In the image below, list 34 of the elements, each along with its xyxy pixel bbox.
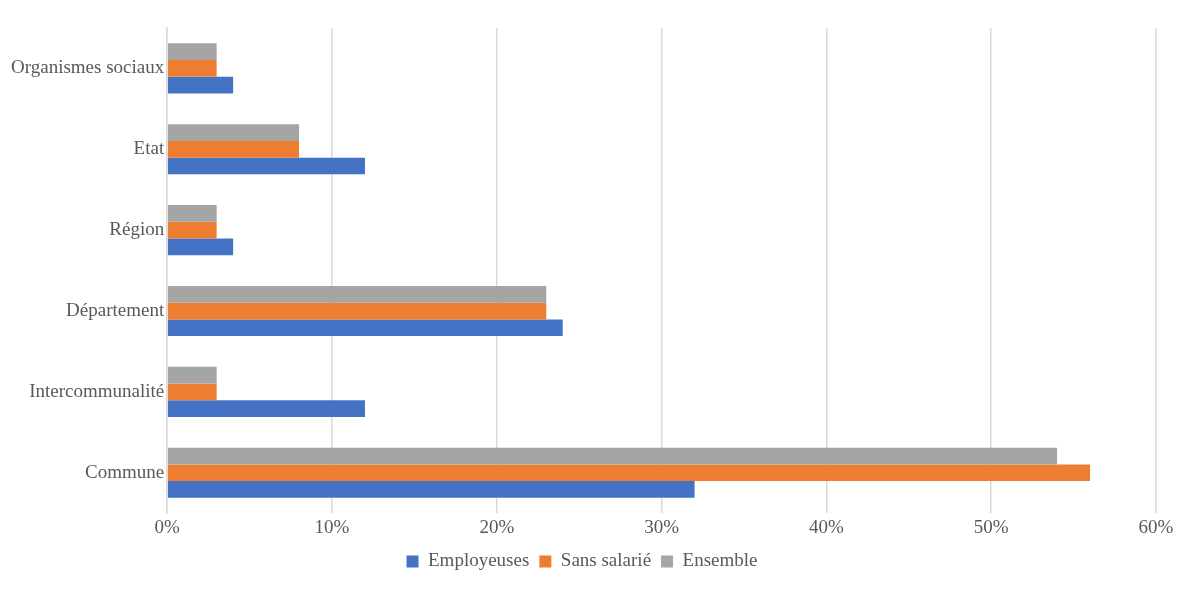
bar bbox=[167, 383, 217, 401]
bar bbox=[167, 76, 234, 94]
y-tick-label: Etat bbox=[133, 137, 165, 159]
y-tick-label: Département bbox=[66, 299, 165, 321]
x-tick-label: 10% bbox=[314, 515, 350, 537]
bar bbox=[167, 400, 365, 417]
y-tick-label: Région bbox=[109, 218, 165, 240]
bar bbox=[167, 60, 217, 77]
x-tick-label: 60% bbox=[1138, 515, 1174, 537]
bar bbox=[167, 464, 1091, 482]
x-tick-label: 30% bbox=[644, 515, 680, 537]
y-tick-label: Organismes sociaux bbox=[10, 56, 165, 78]
bar bbox=[167, 481, 695, 498]
bar bbox=[167, 221, 217, 239]
bar bbox=[167, 238, 234, 256]
x-tick-label: 40% bbox=[808, 515, 844, 537]
y-tick-label: Intercommunalité bbox=[29, 379, 165, 401]
bar bbox=[167, 285, 547, 303]
bar bbox=[167, 447, 1058, 465]
legend-label: Sans salarié bbox=[560, 549, 652, 571]
bar bbox=[167, 205, 217, 222]
y-tick-label: Commune bbox=[85, 460, 165, 482]
bar bbox=[167, 366, 217, 384]
legend-label: Employeuses bbox=[428, 549, 530, 571]
bar bbox=[167, 319, 563, 337]
legend-label: Ensemble bbox=[682, 549, 758, 571]
bar bbox=[167, 140, 300, 158]
bar bbox=[167, 43, 217, 61]
bar bbox=[167, 302, 547, 320]
x-tick-label: 0% bbox=[154, 515, 181, 537]
bar bbox=[167, 157, 365, 175]
x-tick-label: 50% bbox=[973, 515, 1009, 537]
bar bbox=[167, 124, 300, 141]
x-tick-label: 20% bbox=[479, 515, 515, 537]
